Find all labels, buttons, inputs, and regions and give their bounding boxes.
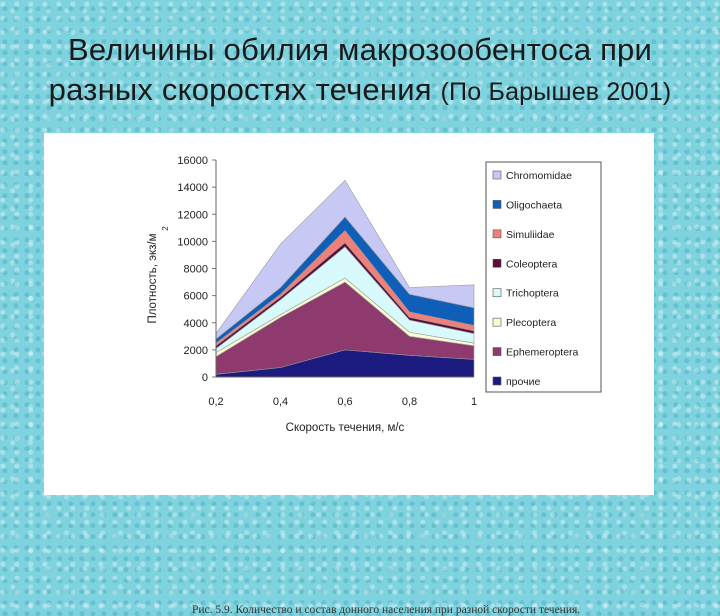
legend-label-oligochaeta: Oligochaeta (506, 199, 562, 211)
legend-swatch-simuliidae (492, 229, 502, 239)
legend-label-chromomidae: Chromomidae (506, 170, 572, 182)
area-chart: 0 2000 4000 6000 8000 10000 12000 14000 16000 0,2… (147, 155, 602, 434)
legend-label-trichoptera: Trichoptera (506, 288, 559, 300)
legend-box (485, 161, 602, 393)
y-tick-label: 16000 (177, 155, 208, 167)
y-tick-label: 10000 (177, 236, 208, 248)
legend-swatch-trichoptera (492, 288, 502, 298)
area-series-chromomidae (215, 179, 475, 340)
legend-label-simuliidae: Simuliidae (506, 229, 555, 241)
legend-swatch-plecoptera (492, 317, 502, 327)
x-tick-label: 0,6 (337, 396, 352, 408)
slide-title-line2-main: разных скоростях течения (48, 72, 441, 107)
y-tick-label: 8000 (184, 264, 208, 276)
x-tick-label: 0,2 (208, 396, 223, 408)
y-tick-label: 14000 (177, 182, 208, 194)
y-axis-label: Плотность, экз/м (147, 233, 159, 323)
legend-label-прочие: прочие (506, 376, 540, 388)
y-tick-label: 12000 (177, 209, 208, 221)
x-tick-label: 1 (471, 396, 477, 408)
legend-swatch-ephemeroptera (492, 347, 502, 356)
y-tick-label: 4000 (184, 318, 208, 330)
slide-title-source: (По Барышев 2001) (440, 78, 672, 106)
x-tick-label: 0,4 (273, 396, 288, 408)
y-axis-label-superscript: 2 (161, 226, 170, 231)
slide-title-line1: Величины обилия макрозообентоса при (67, 32, 653, 67)
legend-label-ephemeroptera: Ephemeroptera (506, 347, 579, 359)
legend-swatch-coleoptera (492, 258, 502, 268)
legend-label-plecoptera: Plecoptera (506, 317, 556, 329)
legend-swatch-прочие (492, 376, 502, 386)
y-tick-label: 2000 (184, 345, 208, 357)
legend-label-coleoptera: Coleoptera (506, 258, 558, 270)
y-tick-label: 6000 (184, 291, 208, 303)
slide-title-line2: разных скоростях течения (По Барышев 200… (0, 70, 720, 112)
figure-caption: Рис. 5.9. Количество и состав донного на… (192, 604, 581, 616)
slide-title: Величины обилия макрозообентоса при разн… (0, 30, 720, 112)
x-tick-label: 0,8 (402, 396, 417, 408)
chart-panel: 0 2000 4000 6000 8000 10000 12000 14000 16000 0,2… (44, 133, 654, 616)
x-axis-label: Скорость течения, м/с (286, 422, 405, 434)
legend-swatch-chromomidae (492, 170, 502, 180)
legend-swatch-oligochaeta (492, 200, 502, 209)
y-tick-label: 0 (202, 372, 208, 384)
